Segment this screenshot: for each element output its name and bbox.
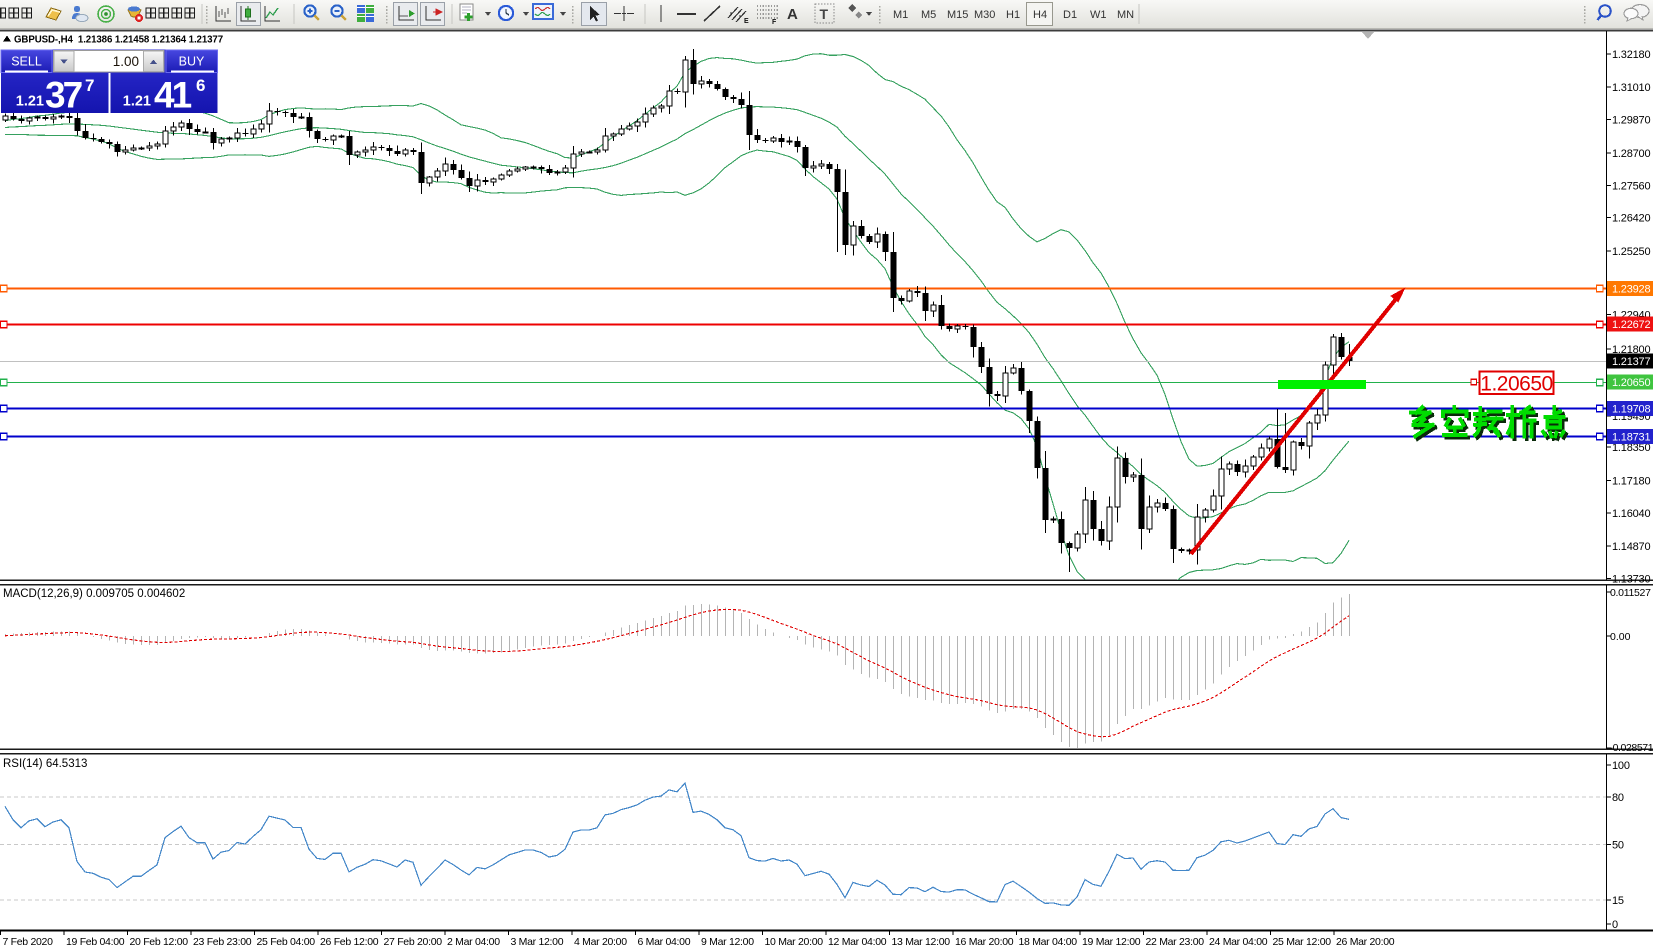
svg-text:1.32180: 1.32180 [1612,49,1650,61]
svg-text:1.17180: 1.17180 [1612,476,1650,488]
svg-text:1.18731: 1.18731 [1612,431,1650,443]
svg-text:MN: MN [1117,9,1134,21]
svg-text:1.19708: 1.19708 [1612,404,1650,416]
svg-text:-0.028571: -0.028571 [1610,742,1653,754]
svg-text:A: A [787,6,798,23]
svg-text:1.21800: 1.21800 [1612,344,1650,356]
svg-text:0.00: 0.00 [1610,631,1631,643]
svg-text:F: F [772,19,777,26]
svg-text:M30: M30 [974,9,995,21]
svg-text:18 Mar 04:00: 18 Mar 04:00 [1019,936,1078,948]
svg-text:W1: W1 [1090,9,1107,21]
svg-text:24 Mar 04:00: 24 Mar 04:00 [1209,936,1268,948]
svg-text:1.18350: 1.18350 [1612,442,1650,454]
svg-text:7: 7 [85,76,94,95]
svg-text:1.28700: 1.28700 [1612,148,1650,160]
svg-text:H1: H1 [1006,9,1020,21]
svg-text:27 Feb 20:00: 27 Feb 20:00 [384,936,443,948]
svg-text:1.21: 1.21 [16,94,44,110]
svg-text:100: 100 [1612,760,1630,772]
svg-text:E: E [744,18,749,25]
svg-text:2 Mar 04:00: 2 Mar 04:00 [447,936,500,948]
svg-text:0: 0 [1612,919,1618,931]
svg-text:12 Mar 04:00: 12 Mar 04:00 [828,936,887,948]
svg-text:1.26420: 1.26420 [1612,213,1650,225]
svg-text:M15: M15 [947,9,968,21]
svg-text:26 Feb 12:00: 26 Feb 12:00 [320,936,379,948]
svg-text:1.25250: 1.25250 [1612,246,1650,258]
svg-text:1.20650: 1.20650 [1612,377,1650,389]
svg-text:M5: M5 [921,9,936,21]
svg-text:1.00: 1.00 [113,54,139,69]
svg-text:16 Mar 20:00: 16 Mar 20:00 [955,936,1014,948]
svg-text:80: 80 [1612,792,1624,804]
svg-text:1.29870: 1.29870 [1612,115,1650,127]
svg-text:1.31010: 1.31010 [1612,82,1650,94]
svg-text:22 Mar 23:00: 22 Mar 23:00 [1146,936,1205,948]
svg-text:15: 15 [1612,895,1624,907]
svg-text:26 Mar 20:00: 26 Mar 20:00 [1336,936,1395,948]
svg-text:H4: H4 [1033,9,1047,21]
svg-text:6 Mar 04:00: 6 Mar 04:00 [638,936,691,948]
svg-text:6: 6 [196,76,205,95]
svg-text:1.14870: 1.14870 [1612,541,1650,553]
svg-text:1.21377: 1.21377 [1612,356,1650,368]
svg-text:37: 37 [45,75,82,116]
svg-text:0.011527: 0.011527 [1610,587,1651,599]
svg-text:1.27560: 1.27560 [1612,180,1650,192]
svg-text:19 Feb 04:00: 19 Feb 04:00 [66,936,125,948]
svg-text:20 Feb 12:00: 20 Feb 12:00 [130,936,189,948]
svg-text:1.21: 1.21 [123,94,151,110]
svg-text:10 Mar 20:00: 10 Mar 20:00 [765,936,824,948]
svg-text:1.16040: 1.16040 [1612,508,1650,520]
svg-text:25 Mar 12:00: 25 Mar 12:00 [1273,936,1332,948]
svg-text:25 Feb 04:00: 25 Feb 04:00 [257,936,316,948]
svg-text:BUY: BUY [179,55,205,69]
svg-text:1.23928: 1.23928 [1612,284,1650,296]
svg-text:7 Feb 2020: 7 Feb 2020 [3,936,54,948]
svg-text:9 Mar 12:00: 9 Mar 12:00 [701,936,754,948]
svg-text:1.20650: 1.20650 [1480,373,1552,396]
svg-text:13 Mar 12:00: 13 Mar 12:00 [892,936,951,948]
svg-text:MACD(12,26,9) 0.009705 0.00460: MACD(12,26,9) 0.009705 0.004602 [3,588,185,600]
svg-text:RSI(14) 64.5313: RSI(14) 64.5313 [3,758,87,770]
svg-text:D1: D1 [1063,9,1077,21]
svg-text:3 Mar 12:00: 3 Mar 12:00 [511,936,564,948]
svg-text:SELL: SELL [11,55,42,69]
svg-text:19 Mar 12:00: 19 Mar 12:00 [1082,936,1141,948]
svg-text:T: T [820,6,829,22]
svg-text:1.22672: 1.22672 [1612,319,1650,331]
svg-text:50: 50 [1612,840,1624,852]
svg-text:GBPUSD-,H4 1.21386 1.21458 1.: GBPUSD-,H4 1.21386 1.21458 1.21364 1.213… [14,35,223,46]
svg-text:41: 41 [154,75,192,116]
svg-text:4 Mar 20:00: 4 Mar 20:00 [574,936,627,948]
svg-text:23 Feb 23:00: 23 Feb 23:00 [193,936,252,948]
svg-text:M1: M1 [893,9,908,21]
svg-text:1.13730: 1.13730 [1612,574,1650,586]
